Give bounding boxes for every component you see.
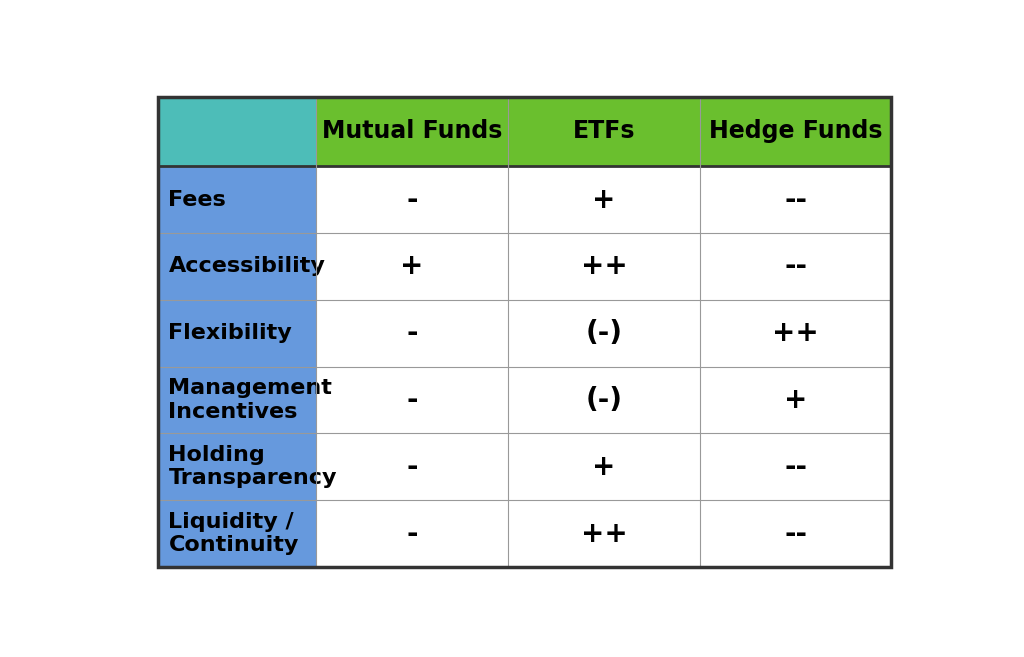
Text: Liquidity /
Continuity: Liquidity / Continuity [169,512,299,555]
Bar [700,500,892,567]
Text: ETFs: ETFs [572,120,635,143]
Bar [508,367,700,434]
Text: -: - [407,185,418,214]
Text: ++: ++ [772,319,819,347]
Bar [158,97,315,166]
Bar [158,367,315,434]
Bar [700,166,892,233]
Text: -: - [407,453,418,481]
Bar [508,434,700,500]
Text: +: + [592,185,615,214]
Bar [315,166,508,233]
Text: -: - [407,520,418,548]
Bar [315,233,508,300]
Bar [158,434,315,500]
Text: --: -- [784,453,807,481]
Bar [700,367,892,434]
Text: --: -- [784,185,807,214]
Text: (-): (-) [586,319,623,347]
Text: ++: ++ [581,252,628,281]
Text: (-): (-) [586,386,623,414]
Text: +: + [592,453,615,481]
Bar [315,97,508,166]
Bar [700,233,892,300]
Text: --: -- [784,252,807,281]
Text: +: + [784,386,808,414]
Bar [700,434,892,500]
Text: --: -- [784,520,807,548]
Bar [508,300,700,367]
Text: Mutual Funds: Mutual Funds [322,120,502,143]
Bar [315,434,508,500]
Bar [508,500,700,567]
Bar [158,500,315,567]
Text: Management
Incentives: Management Incentives [169,378,333,422]
Bar [700,300,892,367]
Bar [508,166,700,233]
Text: Hedge Funds: Hedge Funds [709,120,883,143]
Text: Flexibility: Flexibility [169,323,292,343]
Bar [508,97,700,166]
Text: +: + [400,252,424,281]
Text: Accessibility: Accessibility [169,256,326,277]
Bar [508,233,700,300]
Bar [315,367,508,434]
Text: Holding
Transparency: Holding Transparency [169,445,337,488]
Text: -: - [407,319,418,347]
Text: -: - [407,386,418,414]
Bar [315,300,508,367]
Bar [158,300,315,367]
Bar [158,233,315,300]
Bar [315,500,508,567]
Bar [158,166,315,233]
Text: ++: ++ [581,520,628,548]
Text: Fees: Fees [169,190,226,210]
Bar [700,97,892,166]
